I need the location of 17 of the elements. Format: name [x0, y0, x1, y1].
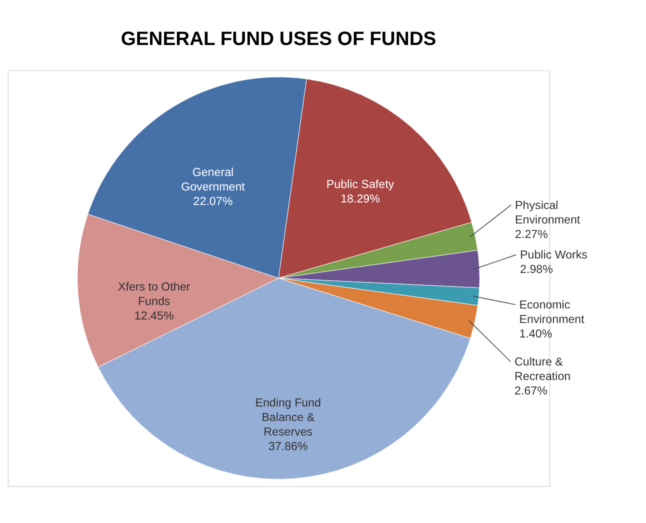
data-label: 1.40%	[519, 327, 552, 340]
data-label: 2.67%	[514, 384, 548, 398]
data-label: 18.29%	[340, 192, 380, 206]
chart-title: GENERAL FUND USES OF FUNDS	[120, 28, 436, 50]
data-label: 2.98%	[520, 263, 553, 276]
slice-label: Ending Fund Balance & Reserves	[255, 396, 321, 438]
slice-label: Physical Environment	[515, 198, 581, 226]
data-label: 22.07%	[193, 194, 233, 208]
data-label: 37.86%	[268, 440, 308, 453]
data-label: 2.27%	[515, 228, 548, 241]
slice-label: Public Works	[520, 248, 588, 262]
slice-label: General Government	[181, 166, 246, 194]
slice-label: Culture & Recreation	[514, 356, 571, 384]
slice-label: Xfers to Other Funds	[118, 280, 190, 308]
slice-label: Public Safety	[326, 178, 394, 191]
slice-label: Economic Environment	[519, 298, 586, 326]
data-label: 12.45%	[134, 309, 174, 322]
